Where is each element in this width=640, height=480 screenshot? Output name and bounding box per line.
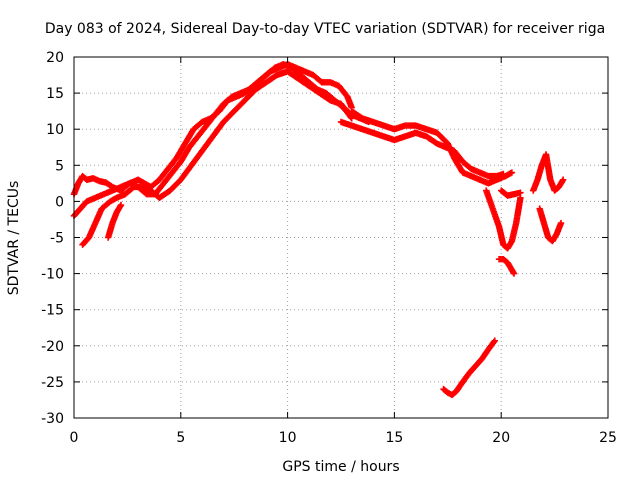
chart-title: Day 083 of 2024, Sidereal Day-to-day VTE… <box>45 21 605 37</box>
data-point <box>510 270 518 277</box>
data-point <box>347 113 354 121</box>
y-tick-label: -5 <box>50 231 64 247</box>
data-point <box>491 337 498 344</box>
series-arc-4 <box>104 201 125 241</box>
x-tick-label: 5 <box>176 430 185 446</box>
data-point <box>557 219 565 227</box>
grid-lines <box>74 57 608 418</box>
x-tick-label: 0 <box>70 430 79 446</box>
series-arc-9 <box>530 151 567 194</box>
x-tick-label: 10 <box>279 430 297 446</box>
axis-ticks: 0 5 10 15 20 25 -30 -25 -20 -15 -10 -5 0 5 10 15 20 <box>41 50 617 446</box>
series-arc-8 <box>498 187 524 199</box>
series-arc-5 <box>337 118 507 180</box>
series-arc-1 <box>70 61 355 198</box>
data-point <box>348 115 355 122</box>
series-arc-10 <box>536 205 565 245</box>
data-point <box>559 176 567 183</box>
y-tick-label: -15 <box>41 303 64 319</box>
y-tick-label: 20 <box>46 50 64 66</box>
y-tick-label: 5 <box>55 158 64 174</box>
series-arc-3 <box>79 68 355 248</box>
y-tick-label: -25 <box>41 375 64 391</box>
data-point <box>508 169 516 176</box>
y-tick-label: 15 <box>46 86 64 102</box>
y-axis-label: SDTVAR / TECUs <box>6 181 22 296</box>
data-point <box>490 338 498 346</box>
x-axis-label: GPS time / hours <box>282 459 399 475</box>
series-arc-12 <box>440 337 498 399</box>
y-tick-label: -10 <box>41 267 64 283</box>
series-arc-11 <box>495 255 518 277</box>
series-arc-6 <box>348 107 516 187</box>
data-point <box>117 201 125 209</box>
data-point <box>517 189 524 196</box>
y-tick-label: -20 <box>41 339 64 355</box>
y-tick-label: -30 <box>41 411 64 427</box>
x-tick-label: 20 <box>492 430 510 446</box>
y-tick-label: 0 <box>55 194 64 210</box>
x-tick-label: 15 <box>385 430 403 446</box>
x-tick-label: 25 <box>599 430 617 446</box>
y-tick-label: 10 <box>46 122 64 138</box>
data-points <box>70 61 567 399</box>
series-arc-7 <box>483 187 524 252</box>
